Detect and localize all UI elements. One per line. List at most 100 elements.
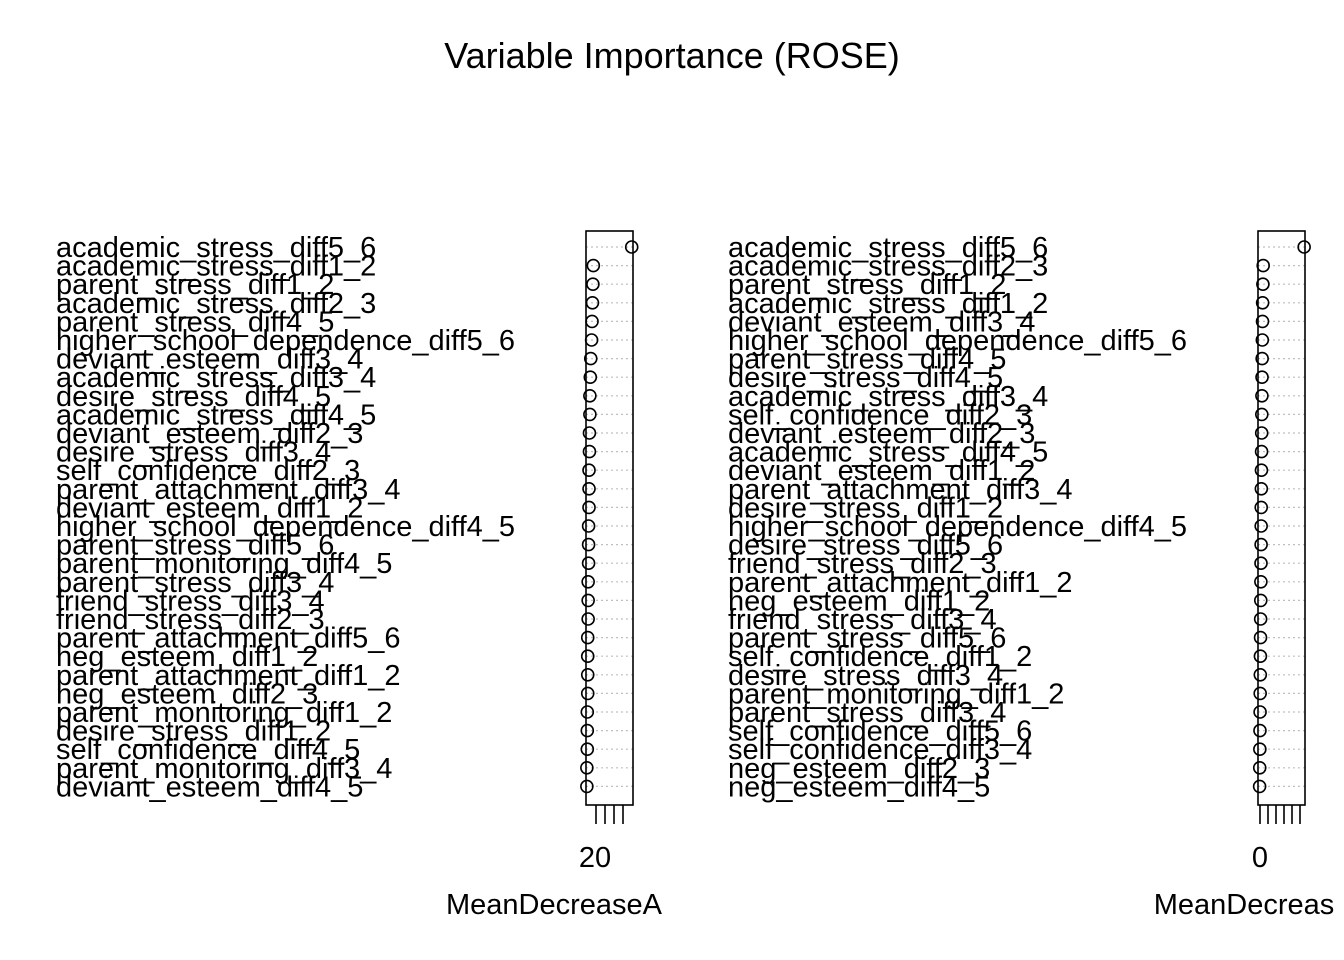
importance-point (581, 537, 596, 552)
importance-point (1254, 500, 1269, 515)
variable-label: deviant_esteem_diff1_2 (728, 455, 1035, 487)
x-axis-title: MeanDecreas (1154, 889, 1335, 921)
importance-point (580, 630, 595, 645)
variable-label: academic_stress_diff1_2 (56, 251, 376, 283)
importance-point (1254, 444, 1269, 459)
importance-point (1253, 593, 1268, 608)
variable-label: desire_stress_diff1_2 (728, 492, 1003, 524)
importance-point (580, 760, 594, 775)
importance-point (1255, 407, 1269, 422)
importance-point (1254, 426, 1269, 440)
variable-label: parent_stress_diff1_2 (56, 269, 334, 301)
variable-label: deviant_esteem_diff1_2 (56, 492, 363, 524)
importance-point (1255, 388, 1269, 403)
variable-label: parent_stress_diff3_4 (56, 567, 334, 599)
variable-label: neg_esteem_diff2_3 (56, 678, 318, 710)
importance-point (624, 240, 639, 254)
variable-label: parent_stress_diff3_4 (728, 697, 1006, 729)
importance-point (1253, 686, 1267, 701)
variable-label: self_confidence_diff3_4 (728, 734, 1032, 766)
variable-label: desire_stress_diff3_4 (728, 660, 1003, 692)
importance-point (580, 779, 594, 794)
variable-label: parent_attachment_diff1_2 (728, 567, 1073, 599)
importance-point (1252, 760, 1267, 775)
importance-point (1255, 370, 1269, 385)
variable-label: desire_stress_diff1_2 (56, 716, 331, 748)
variable-label: friend_stress_diff2_3 (56, 604, 325, 636)
variable-label: desire_stress_diff4_5 (728, 362, 1003, 394)
variable-label: self_confidence_diff4_5 (56, 734, 360, 766)
importance-point (580, 705, 595, 719)
importance-point (581, 574, 595, 589)
importance-point (1253, 667, 1268, 682)
variable-label: parent_attachment_diff3_4 (728, 474, 1073, 506)
chart-title: Variable Importance (ROSE) (444, 35, 900, 76)
importance-point (580, 742, 595, 757)
importance-point (583, 407, 597, 422)
importance-point (583, 370, 598, 385)
variable-label: academic_stress_diff4_5 (728, 437, 1048, 469)
variable-label: deviant_esteem_diff2_3 (56, 418, 363, 450)
variable-label: friend_stress_diff3_4 (728, 604, 997, 636)
importance-point (1253, 649, 1268, 664)
variable-label: parent_monitoring_diff1_2 (56, 697, 392, 729)
importance-point (1255, 295, 1270, 310)
importance-point (1253, 723, 1267, 738)
variable-label: higher_school_dependence_diff4_5 (728, 511, 1187, 543)
variable-label: parent_attachment_diff1_2 (56, 660, 401, 692)
variable-label: parent_stress_diff1_2 (728, 269, 1006, 301)
variable-label: parent_stress_diff4_5 (56, 306, 334, 338)
variable-label: self_confidence_diff2_3 (56, 455, 360, 487)
variable-label: academic_stress_diff1_2 (728, 288, 1048, 320)
importance-point (1252, 779, 1267, 794)
variable-label: desire_stress_diff3_4 (56, 437, 331, 469)
variable-label: parent_stress_diff5_6 (728, 623, 1006, 655)
plot-box (1257, 230, 1306, 806)
importance-point (1254, 463, 1269, 478)
variable-label: self_confidence_diff5_6 (728, 716, 1032, 748)
importance-point (1254, 537, 1268, 552)
variable-label: academic_stress_diff2_3 (56, 288, 376, 320)
importance-point (1254, 556, 1268, 571)
importance-point (583, 388, 597, 403)
variable-label: parent_stress_diff4_5 (728, 344, 1006, 376)
importance-point (1254, 519, 1268, 533)
importance-point (1255, 314, 1270, 329)
importance-point (582, 481, 596, 496)
x-tick-label: 0 (1252, 842, 1268, 874)
importance-point (586, 258, 601, 273)
variable-label: academic_stress_diff3_4 (728, 381, 1048, 413)
importance-point (582, 444, 597, 459)
variable-label: neg_esteem_diff2_3 (728, 753, 990, 785)
variable-label: parent_stress_diff5_6 (56, 530, 334, 562)
importance-point (581, 612, 595, 626)
variable-label: higher_school_dependence_diff4_5 (56, 511, 515, 543)
variable-label: deviant_esteem_diff3_4 (56, 344, 363, 376)
variable-label: neg_esteem_diff4_5 (728, 771, 990, 803)
variable-label: deviant_esteem_diff2_3 (728, 418, 1035, 450)
variable-label: parent_monitoring_diff3_4 (56, 753, 392, 785)
variable-label: desire_stress_diff5_6 (728, 530, 1003, 562)
x-tick-label: 20 (579, 842, 611, 874)
importance-point (581, 593, 595, 608)
variable-label: neg_esteem_diff1_2 (728, 585, 990, 617)
importance-point (580, 667, 595, 682)
variable-label: deviant_esteem_diff3_4 (728, 306, 1035, 338)
importance-point (1255, 333, 1270, 347)
variable-label: friend_stress_diff3_4 (56, 585, 325, 617)
importance-point (1253, 705, 1267, 719)
variable-label: academic_stress_diff5_6 (728, 232, 1048, 264)
importance-point (580, 686, 595, 701)
importance-point (1253, 742, 1267, 757)
variable-label: self_confidence_diff2_3 (728, 399, 1032, 431)
importance-point (1254, 481, 1269, 496)
x-axis-title: MeanDecreaseA (446, 889, 663, 921)
importance-point (581, 556, 596, 571)
variable-label: friend_stress_diff2_3 (728, 548, 997, 580)
dotchart-panel-1: academic_stress_diff5_6academic_stress_d… (56, 230, 663, 921)
variable-label: self_confidence_diff1_2 (728, 641, 1032, 673)
variable-label: academic_stress_diff3_4 (56, 362, 376, 394)
variable-label: parent_attachment_diff3_4 (56, 474, 401, 506)
importance-point (583, 351, 598, 366)
variable-label: desire_stress_diff4_5 (56, 381, 331, 413)
